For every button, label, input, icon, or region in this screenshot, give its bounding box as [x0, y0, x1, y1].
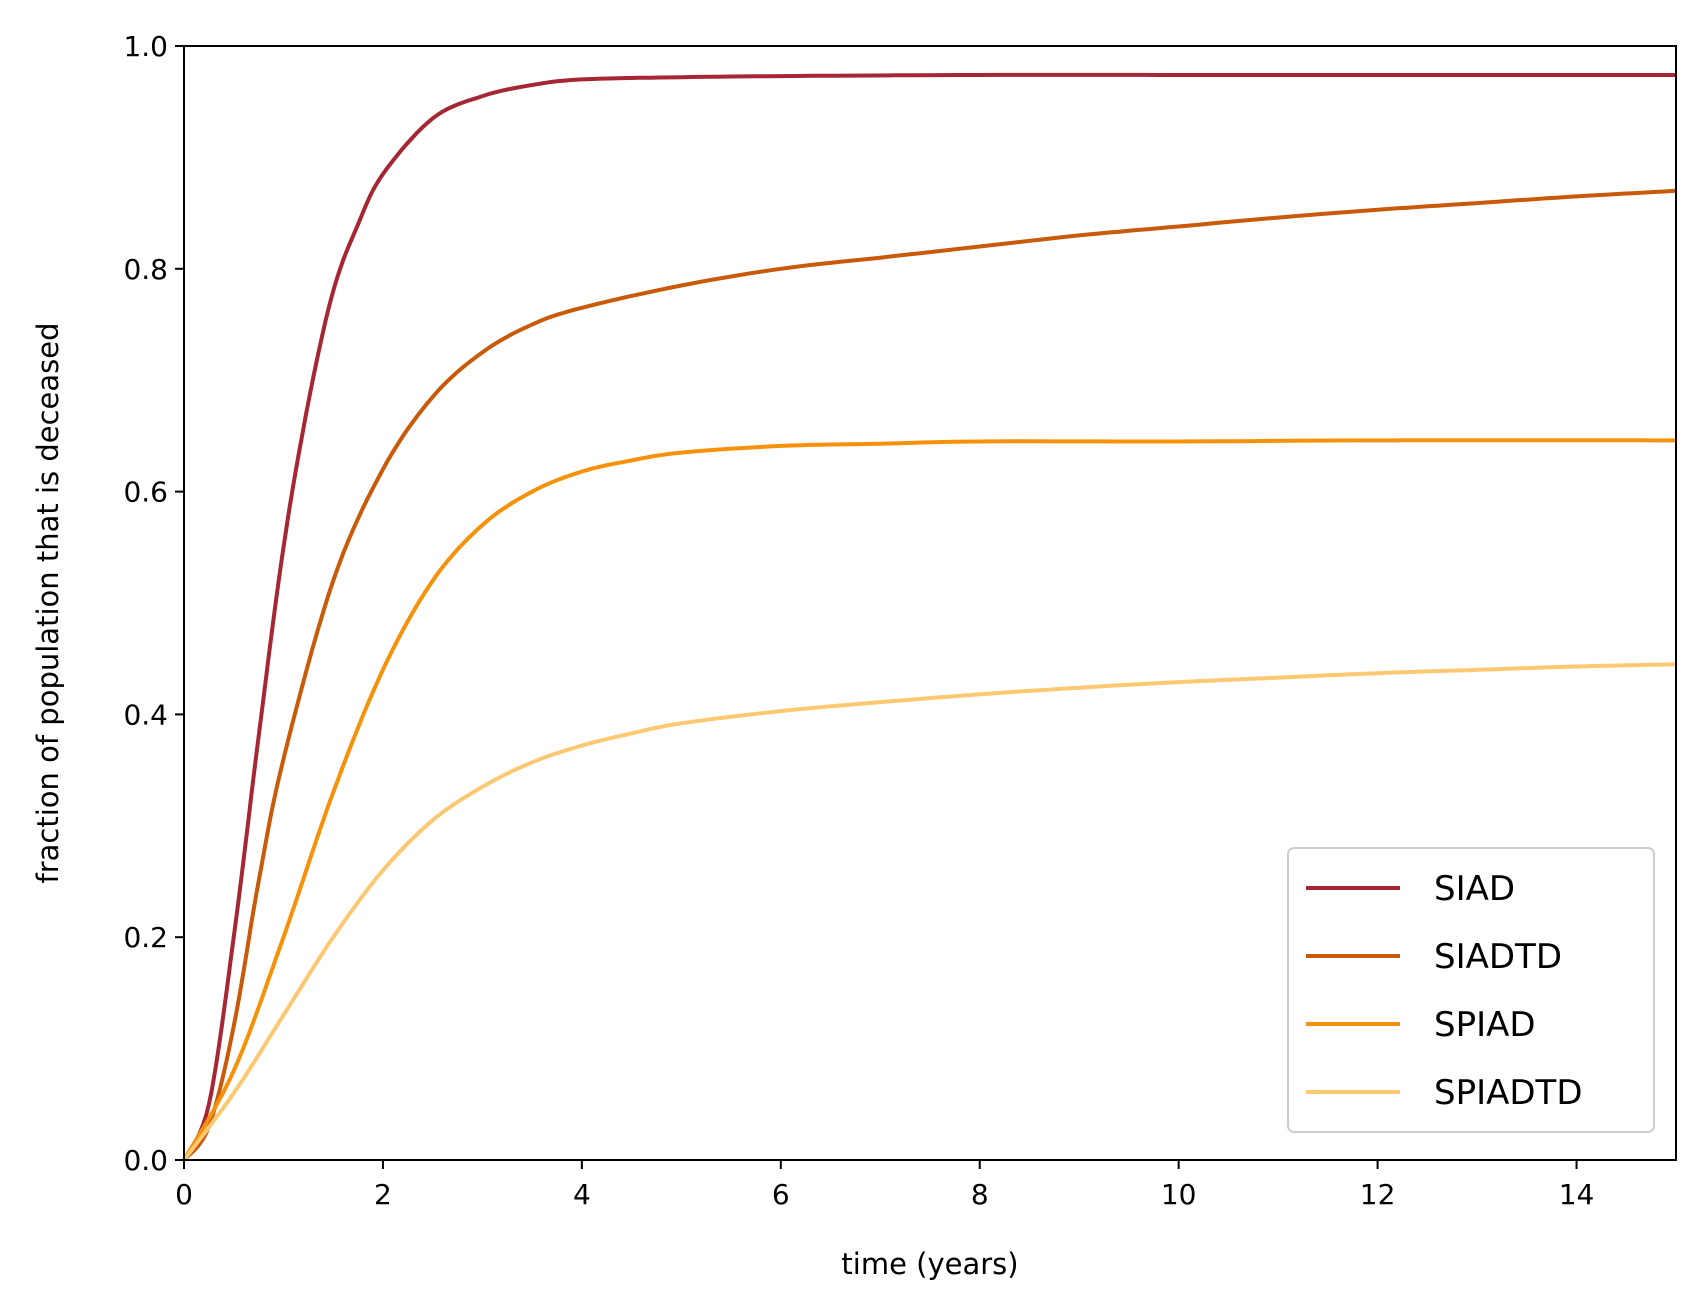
y-tick-label: 0.4 — [123, 698, 168, 731]
x-tick-label: 8 — [971, 1178, 989, 1211]
y-tick-label: 1.0 — [123, 30, 168, 63]
x-axis-label: time (years) — [841, 1247, 1018, 1281]
x-tick-label: 14 — [1559, 1178, 1595, 1211]
y-tick-label: 0.2 — [123, 921, 168, 954]
x-axis-ticks: 0 2 4 6 8 10 12 14 — [175, 1160, 1594, 1211]
x-tick-label: 2 — [374, 1178, 392, 1211]
series-layer — [182, 72, 1677, 1162]
y-tick-label: 0.0 — [123, 1144, 168, 1177]
legend-label-siad: SIAD — [1434, 869, 1515, 909]
x-tick-label: 6 — [772, 1178, 790, 1211]
axes-frame — [183, 45, 1677, 1161]
x-tick-label: 12 — [1360, 1178, 1396, 1211]
series-line-spiadtd — [182, 662, 1677, 1162]
legend-box — [1287, 847, 1655, 1133]
y-axis-label: fraction of population that is deceased — [31, 323, 65, 884]
legend-label-spiad: SPIAD — [1434, 1005, 1536, 1045]
series-line-siadtd — [182, 188, 1677, 1162]
legend-label-spiadtd: SPIADTD — [1434, 1073, 1583, 1113]
series-line-siad — [182, 72, 1676, 1161]
x-tick-label: 0 — [175, 1178, 193, 1211]
legend-label-siadtd: SIADTD — [1434, 937, 1562, 977]
y-tick-label: 0.6 — [123, 476, 168, 509]
y-axis-ticks: 0.0 0.2 0.4 0.6 0.8 1.0 — [123, 30, 184, 1177]
legend: SIAD SIADTD SPIAD SPIADTD — [1287, 847, 1655, 1133]
x-tick-label: 10 — [1161, 1178, 1197, 1211]
x-tick-label: 4 — [573, 1178, 591, 1211]
series-line-spiad — [182, 438, 1676, 1162]
y-tick-label: 0.8 — [123, 253, 168, 286]
